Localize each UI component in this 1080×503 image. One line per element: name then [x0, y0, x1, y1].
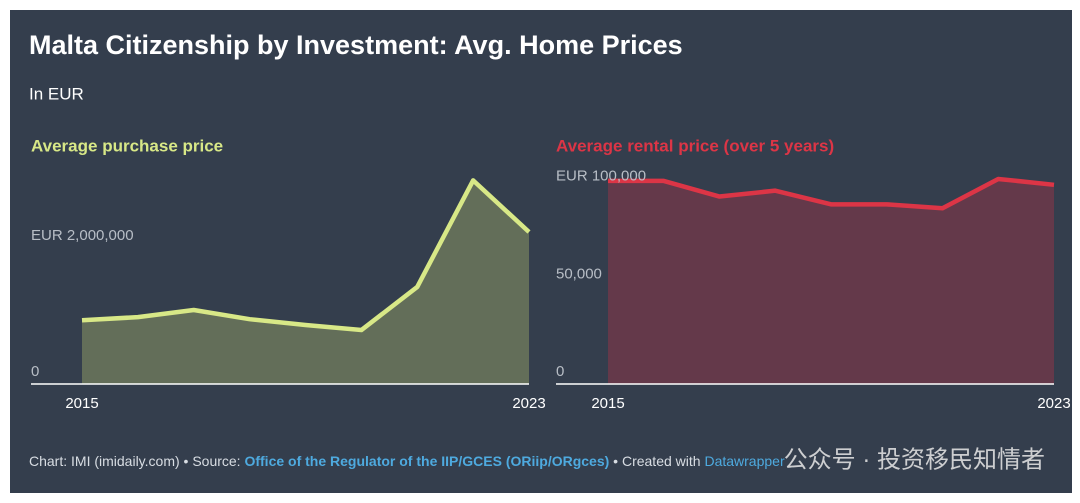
x-tick-label: 2015: [591, 395, 624, 412]
x-tick-label: 2023: [1037, 395, 1070, 412]
subtitle: In EUR: [29, 84, 84, 103]
area: [608, 178, 1054, 384]
y-tick-label: 0: [556, 363, 564, 380]
page-title: Malta Citizenship by Investment: Avg. Ho…: [29, 30, 683, 60]
footer: Chart: IMI (imidaily.com) • Source: Offi…: [29, 453, 785, 469]
y-tick-label: EUR 100,000: [556, 168, 646, 185]
created: • Created with: [609, 453, 704, 469]
source-link[interactable]: Office of the Regulator of the IIP/GCES …: [244, 453, 609, 469]
y-tick-label: 50,000: [556, 265, 602, 282]
y-tick-label: EUR 2,000,000: [31, 227, 134, 244]
x-tick-label: 2023: [512, 395, 545, 412]
tool-link[interactable]: Datawrapper: [704, 453, 784, 469]
y-tick-label: 0: [31, 363, 39, 380]
x-tick-label: 2015: [65, 395, 98, 412]
chart-title: Average purchase price: [31, 136, 223, 155]
credit: Chart: IMI (imidaily.com) • Source:: [29, 453, 244, 469]
chart-title: Average rental price (over 5 years): [556, 136, 834, 155]
area: [82, 180, 529, 384]
watermark: 公众号 · 投资移民知情者: [784, 446, 1045, 473]
line: [608, 176, 1055, 211]
line: [81, 178, 531, 333]
